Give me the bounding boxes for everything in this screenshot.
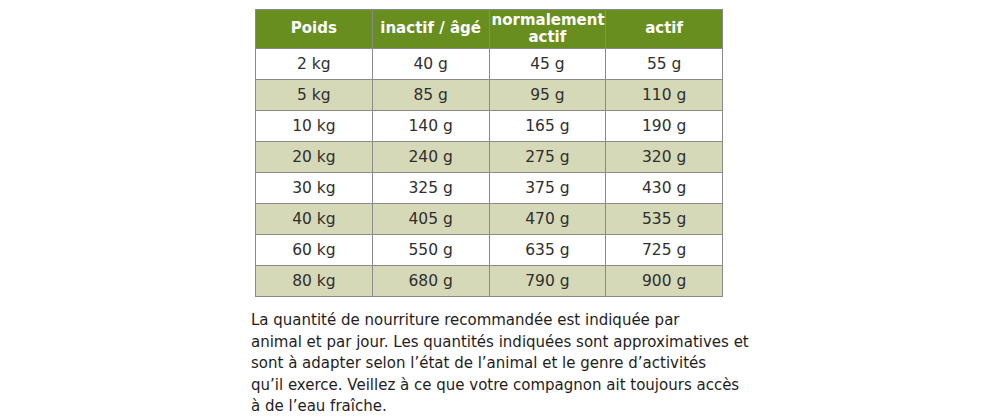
cell-normal: 635 g	[489, 235, 606, 266]
cell-weight: 60 kg	[256, 235, 373, 266]
page: Poids inactif / âgé normalement actif ac…	[0, 0, 993, 417]
header-cell-inactif-age: inactif / âgé	[372, 10, 489, 49]
cell-inactif: 40 g	[372, 49, 489, 80]
header-cell-poids: Poids	[256, 10, 373, 49]
header-cell-normalement-actif: normalement actif	[489, 10, 606, 49]
cell-weight: 5 kg	[256, 80, 373, 111]
cell-actif: 430 g	[606, 173, 723, 204]
cell-actif: 900 g	[606, 266, 723, 297]
cell-inactif: 405 g	[372, 204, 489, 235]
cell-inactif: 140 g	[372, 111, 489, 142]
header-row: Poids inactif / âgé normalement actif ac…	[256, 10, 723, 49]
cell-weight: 30 kg	[256, 173, 373, 204]
header-cell-actif: actif	[606, 10, 723, 49]
cell-inactif: 325 g	[372, 173, 489, 204]
table-row: 5 kg 85 g 95 g 110 g	[256, 80, 723, 111]
cell-inactif: 240 g	[372, 142, 489, 173]
table-row: 40 kg 405 g 470 g 535 g	[256, 204, 723, 235]
note-line: à de l’eau fraîche.	[251, 396, 749, 417]
cell-actif: 190 g	[606, 111, 723, 142]
cell-actif: 725 g	[606, 235, 723, 266]
cell-normal: 45 g	[489, 49, 606, 80]
cell-normal: 95 g	[489, 80, 606, 111]
table-row: 30 kg 325 g 375 g 430 g	[256, 173, 723, 204]
cell-normal: 165 g	[489, 111, 606, 142]
cell-inactif: 550 g	[372, 235, 489, 266]
cell-inactif: 85 g	[372, 80, 489, 111]
note-line: sont à adapter selon l’état de l’animal …	[251, 353, 749, 375]
table-row: 10 kg 140 g 165 g 190 g	[256, 111, 723, 142]
cell-normal: 790 g	[489, 266, 606, 297]
cell-weight: 2 kg	[256, 49, 373, 80]
table-row: 60 kg 550 g 635 g 725 g	[256, 235, 723, 266]
cell-normal: 375 g	[489, 173, 606, 204]
cell-weight: 40 kg	[256, 204, 373, 235]
cell-actif: 320 g	[606, 142, 723, 173]
note-line: qu’il exerce. Veillez à ce que votre com…	[251, 375, 749, 397]
cell-weight: 80 kg	[256, 266, 373, 297]
note-line: animal et par jour. Les quantités indiqu…	[251, 332, 749, 354]
cell-actif: 535 g	[606, 204, 723, 235]
cell-normal: 470 g	[489, 204, 606, 235]
table-row: 2 kg 40 g 45 g 55 g	[256, 49, 723, 80]
cell-weight: 20 kg	[256, 142, 373, 173]
feeding-table-body: 2 kg 40 g 45 g 55 g 5 kg 85 g 95 g 110 g…	[256, 49, 723, 297]
table-row: 20 kg 240 g 275 g 320 g	[256, 142, 723, 173]
table-row: 80 kg 680 g 790 g 900 g	[256, 266, 723, 297]
feeding-table: Poids inactif / âgé normalement actif ac…	[255, 9, 723, 297]
cell-inactif: 680 g	[372, 266, 489, 297]
feeding-notes: La quantité de nourriture recommandée es…	[251, 310, 749, 417]
note-line: La quantité de nourriture recommandée es…	[251, 310, 749, 332]
cell-actif: 55 g	[606, 49, 723, 80]
cell-weight: 10 kg	[256, 111, 373, 142]
cell-normal: 275 g	[489, 142, 606, 173]
feeding-table-header: Poids inactif / âgé normalement actif ac…	[256, 10, 723, 49]
cell-actif: 110 g	[606, 80, 723, 111]
